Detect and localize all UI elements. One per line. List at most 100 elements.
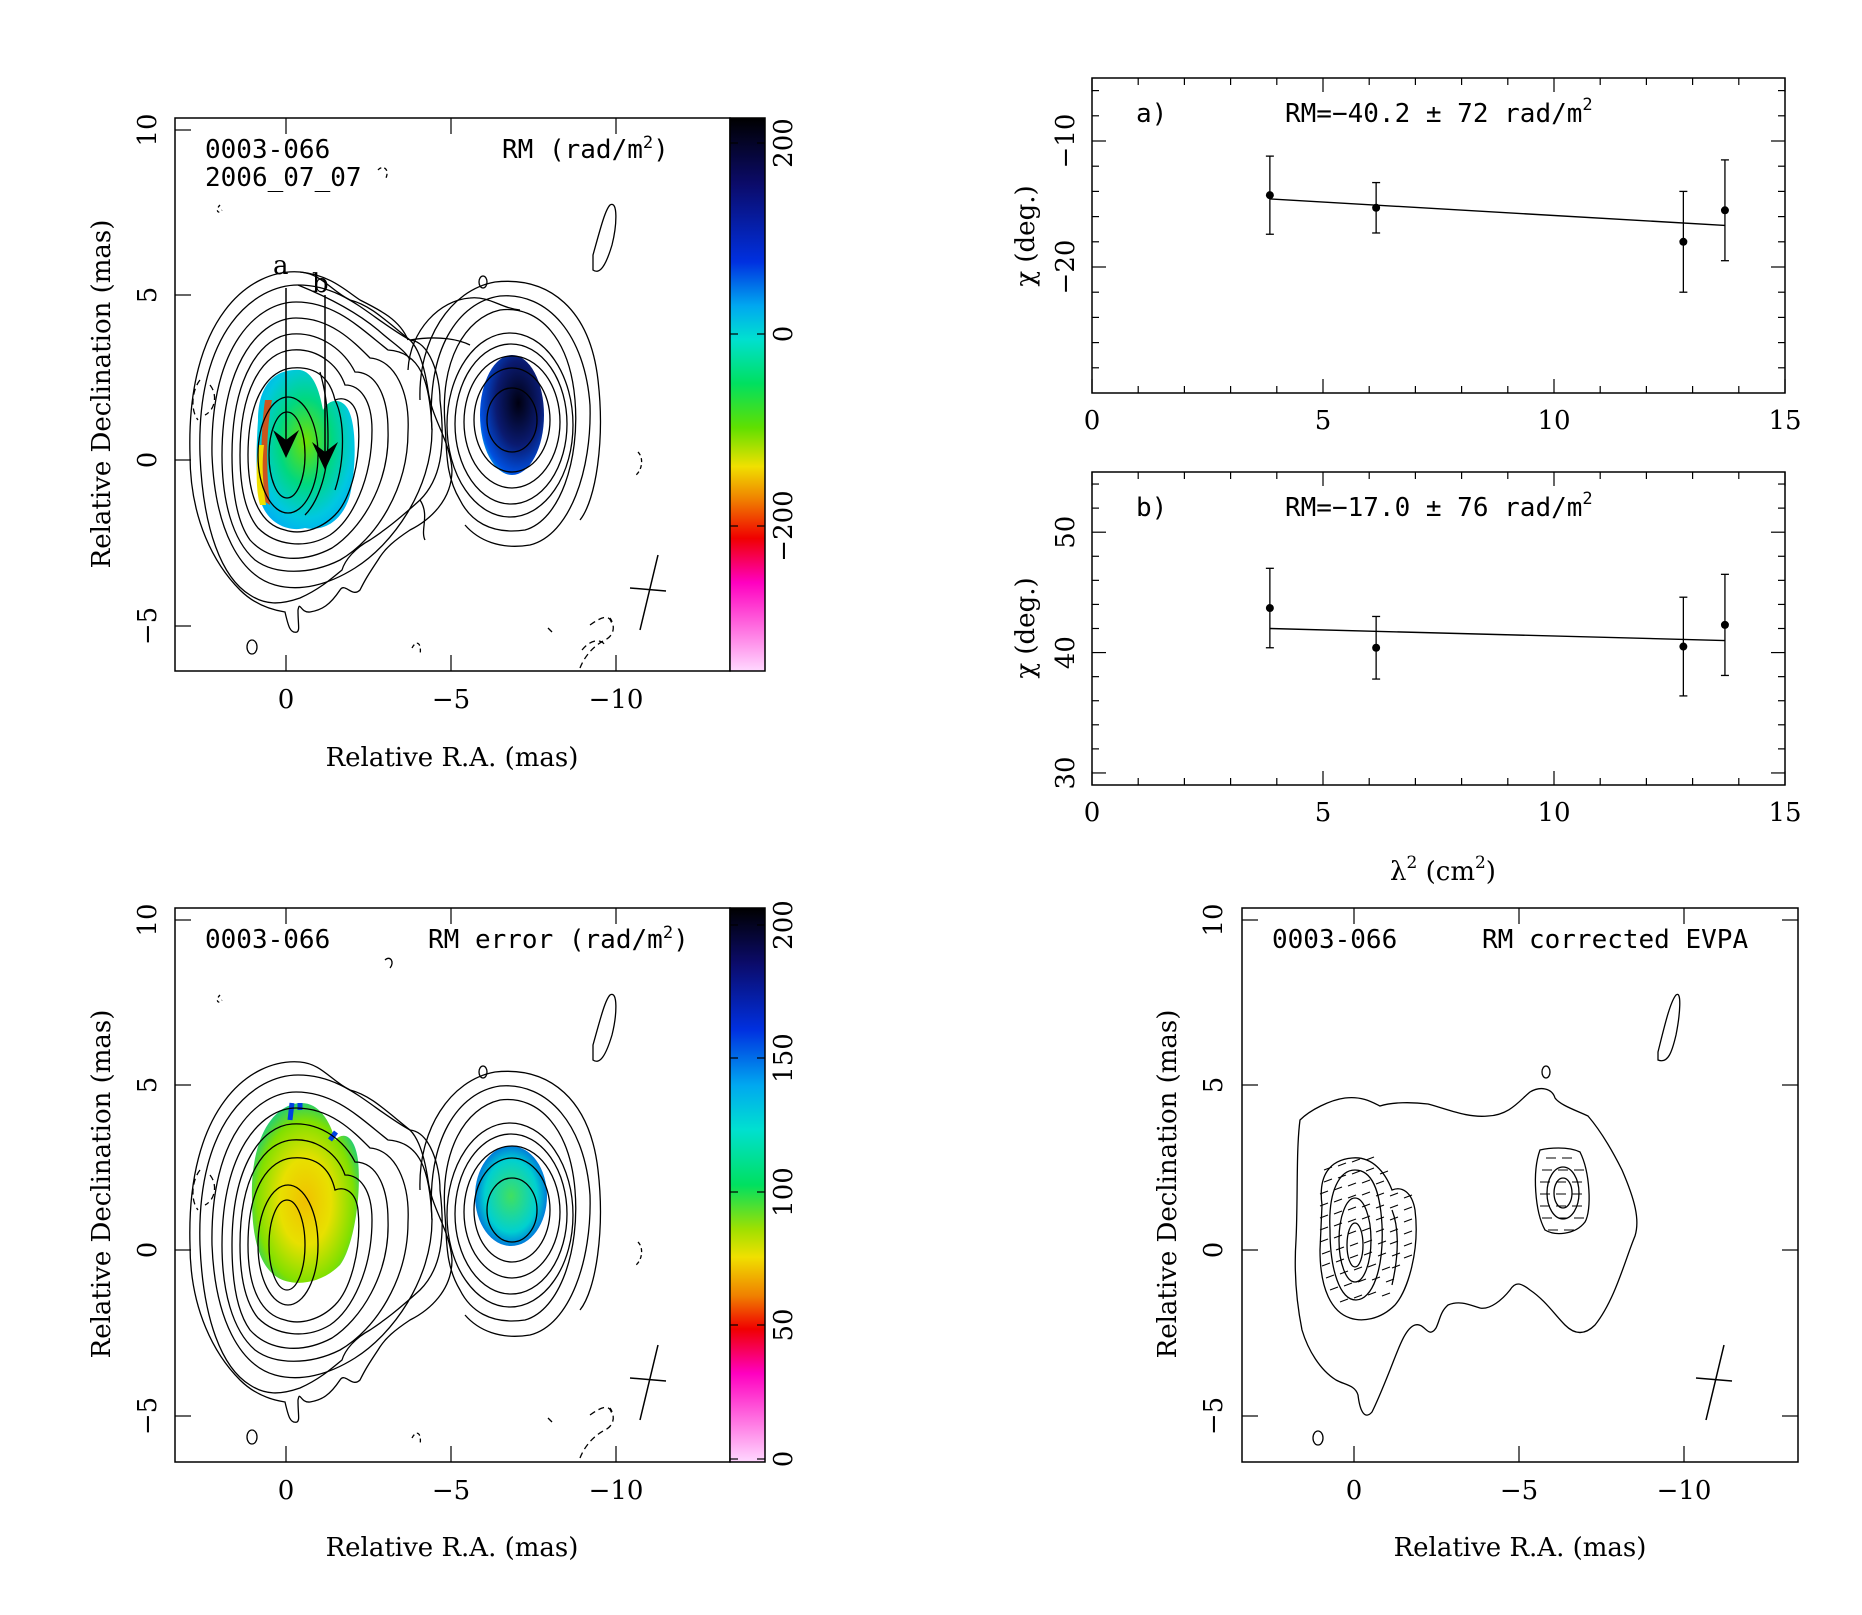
rm-epoch: 2006_07_07 [205, 163, 362, 193]
rm-axis-ticks [175, 118, 617, 671]
fit-a-ylabel: χ (deg.) [1011, 185, 1041, 286]
rm-source-name: 0003-066 [205, 135, 330, 165]
rm-map-panel: a b 0003-066 2006_07_07 RM (rad/m2) 200 … [87, 113, 799, 773]
rm-error-core-contours [189, 1061, 453, 1423]
rm-error-xtick-m10: −10 [589, 1476, 644, 1506]
fit-b-rm: RM=−17.0 ± 76 rad/m2 [1285, 489, 1593, 523]
fit-line [1269, 627, 1725, 642]
rm-beam-marker [629, 554, 667, 631]
x-tick-label: 15 [1768, 406, 1801, 436]
evpa-ytick-0: 0 [1199, 1242, 1229, 1259]
rm-colorbar [729, 117, 766, 672]
evpa-xtick-m10: −10 [1657, 1476, 1712, 1506]
fit-b-tag: b) [1136, 493, 1167, 523]
rm-map-title: RM (rad/m2) [502, 133, 669, 165]
y-tick-label: 30 [1051, 756, 1081, 789]
rm-error-ytick-m5: −5 [133, 1397, 163, 1435]
x-tick-label: 10 [1537, 798, 1570, 828]
evpa-ytick-5: 5 [1199, 1077, 1229, 1094]
rm-marker-a: a [273, 251, 289, 281]
rm-error-xtick-m5: −5 [432, 1476, 470, 1506]
rm-marker-b: b [312, 269, 329, 299]
rm-stray-contours [192, 167, 643, 669]
x-tick-label: 5 [1315, 406, 1332, 436]
rm-xtick-m5: −5 [432, 685, 470, 715]
rm-error-cbar-tick-50: 50 [769, 1308, 799, 1341]
y-tick-label: −10 [1051, 114, 1081, 169]
evpa-ytick-m5: −5 [1199, 1397, 1229, 1435]
rm-ytick-m5: −5 [133, 607, 163, 645]
rm-arrow-b [312, 295, 338, 470]
data-point [1265, 604, 1274, 613]
evpa-beam-marker [1695, 1344, 1733, 1421]
data-point [1265, 191, 1274, 200]
rm-error-cbar-tick-150: 150 [769, 1033, 799, 1083]
y-tick-label: 50 [1051, 516, 1081, 549]
rm-xtick-0: 0 [278, 685, 295, 715]
evpa-map-title: RM corrected EVPA [1482, 925, 1748, 955]
y-tick-label: 40 [1051, 636, 1081, 669]
data-point [1720, 206, 1729, 215]
rm-error-xlabel: Relative R.A. (mas) [326, 1533, 579, 1563]
rm-xtick-m10: −10 [589, 685, 644, 715]
rm-error-knot-contours [419, 1070, 602, 1337]
rm-error-ylabel: Relative Declination (mas) [87, 1010, 117, 1359]
x-tick-label: 5 [1315, 798, 1332, 828]
rm-ytick-10: 10 [133, 113, 163, 146]
evpa-vectors-knot [1540, 1157, 1584, 1231]
rm-colorbar-ticks [730, 142, 765, 527]
rm-knot-contours [407, 280, 602, 547]
data-point [1372, 203, 1381, 212]
x-tick-label: 10 [1537, 406, 1570, 436]
rm-error-core-fill [251, 1102, 359, 1283]
rm-error-map-title: RM error (rad/m2) [428, 923, 689, 955]
rm-ylabel: Relative Declination (mas) [87, 220, 117, 569]
evpa-map-frame [1241, 907, 1799, 1463]
fit-a-data [1265, 155, 1729, 293]
y-tick-label: −20 [1051, 240, 1081, 295]
fit-a-tag: a) [1136, 99, 1167, 129]
fit-a-rm: RM=−40.2 ± 72 rad/m2 [1285, 95, 1593, 129]
evpa-xlabel: Relative R.A. (mas) [1394, 1533, 1647, 1563]
rm-error-colorbar-ticks [730, 924, 765, 1460]
rm-error-axis-ticks [175, 908, 617, 1462]
fit-b-ylabel: χ (deg.) [1011, 577, 1041, 678]
evpa-map-panel: 0003-066 RM corrected EVPA 0 −5 −10 −5 0… [1153, 903, 1799, 1563]
fit-panel-a: a) RM=−40.2 ± 72 rad/m2 χ (deg.) 0 5 10 15 −… [1011, 77, 1802, 436]
fit-b-data [1265, 567, 1729, 697]
evpa-xtick-m5: −5 [1500, 1476, 1538, 1506]
x-tick-label: 15 [1768, 798, 1801, 828]
rm-error-cbar-tick-100: 100 [769, 1167, 799, 1217]
rm-error-ytick-5: 5 [133, 1077, 163, 1094]
rm-core-contours [189, 271, 453, 633]
rm-error-stray-contours [192, 957, 643, 1459]
fit-b-axis-ticks: 0 5 10 15 30 40 50 [1051, 472, 1802, 828]
rm-knot-color [480, 355, 544, 475]
data-point [1679, 237, 1688, 246]
rm-map-frame [174, 117, 731, 672]
rm-error-beam-marker [629, 1344, 667, 1421]
rm-arrow-a [273, 288, 299, 458]
evpa-xtick-0: 0 [1346, 1476, 1363, 1506]
evpa-contours [1294, 993, 1681, 1446]
data-point [1679, 642, 1688, 651]
evpa-ylabel: Relative Declination (mas) [1153, 1010, 1183, 1359]
evpa-axis-ticks [1242, 908, 1798, 1462]
rm-error-xtick-0: 0 [278, 1476, 295, 1506]
rm-ytick-0: 0 [133, 452, 163, 469]
evpa-ytick-10: 10 [1199, 903, 1229, 936]
fit-line [1269, 198, 1725, 227]
rm-cbar-tick-0: 0 [769, 326, 799, 343]
rm-core-color [256, 369, 355, 530]
rm-error-cbar-tick-0: 0 [769, 1451, 799, 1468]
rm-cbar-tick-m200: −200 [769, 490, 799, 561]
rm-error-knot-color [475, 1146, 547, 1246]
rm-error-source-name: 0003-066 [205, 925, 330, 955]
evpa-vectors-core [1319, 1156, 1413, 1303]
rm-error-ytick-10: 10 [133, 903, 163, 936]
x-tick-label: 0 [1084, 798, 1101, 828]
rm-cbar-tick-200: 200 [769, 118, 799, 168]
x-tick-label: 0 [1084, 406, 1101, 436]
fit-b-xlabel: λ2 (cm2) [1390, 853, 1496, 887]
